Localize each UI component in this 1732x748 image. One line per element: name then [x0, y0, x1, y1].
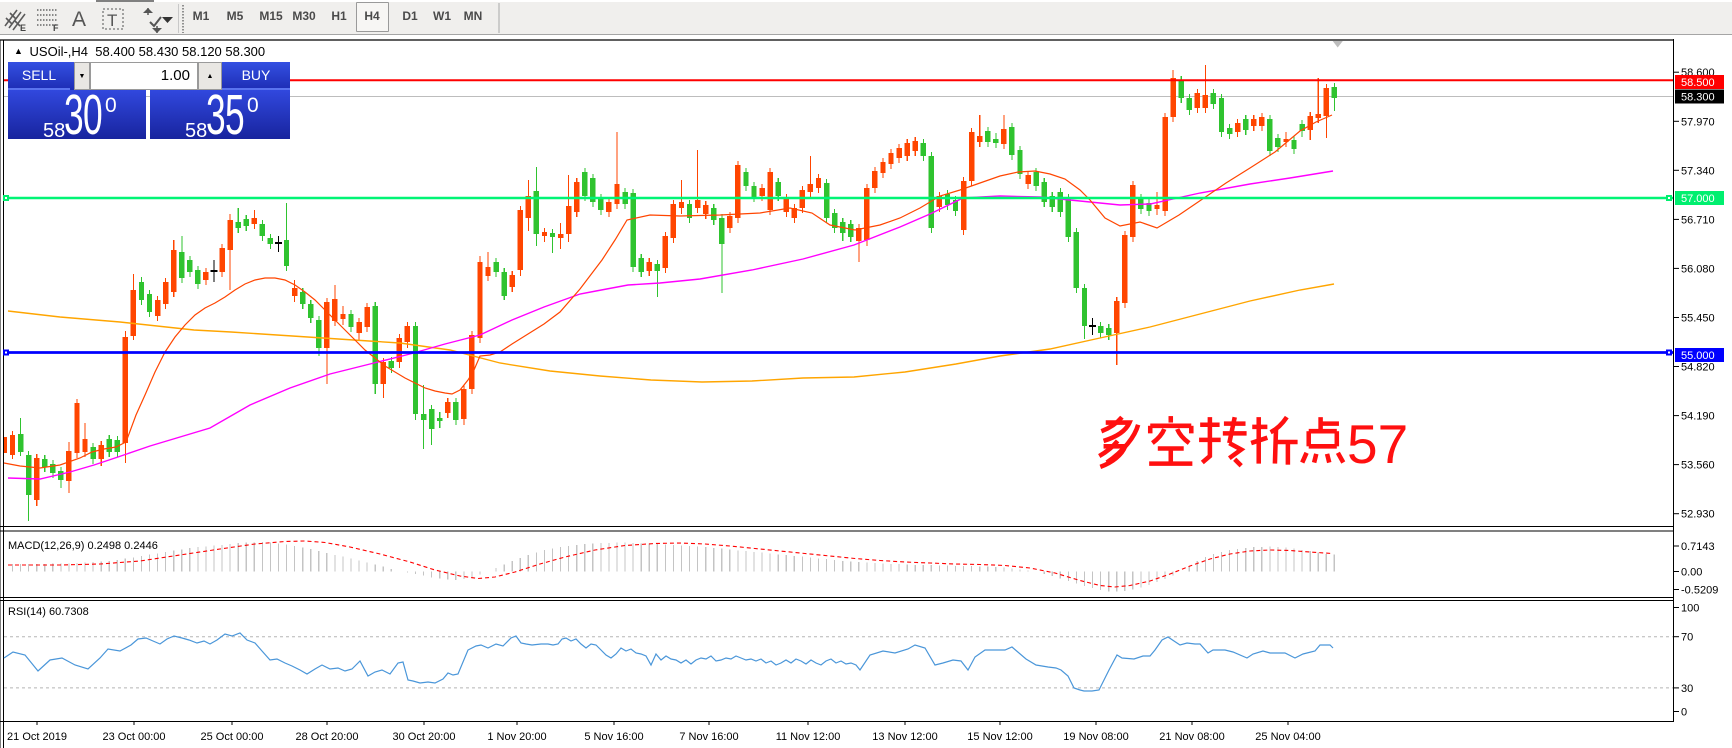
svg-text:MACD(12,26,9) 0.2498 0.2446: MACD(12,26,9) 0.2498 0.2446	[8, 540, 158, 552]
svg-text:E: E	[20, 23, 26, 33]
svg-text:56.710: 56.710	[1681, 214, 1715, 226]
svg-text:54.190: 54.190	[1681, 411, 1715, 423]
svg-text:55.450: 55.450	[1681, 313, 1715, 325]
svg-text:70: 70	[1681, 632, 1693, 644]
svg-text:A: A	[72, 8, 86, 31]
svg-text:25 Nov 04:00: 25 Nov 04:00	[1255, 731, 1320, 743]
svg-text:54.820: 54.820	[1681, 362, 1715, 374]
svg-text:0.7143: 0.7143	[1681, 541, 1715, 553]
svg-text:58.300: 58.300	[1681, 92, 1715, 104]
svg-text:23 Oct 00:00: 23 Oct 00:00	[103, 731, 166, 743]
svg-text:15 Nov 12:00: 15 Nov 12:00	[967, 731, 1032, 743]
svg-text:30: 30	[1681, 683, 1693, 695]
svg-text:30 Oct 20:00: 30 Oct 20:00	[393, 731, 456, 743]
svg-text:F: F	[53, 23, 59, 33]
svg-text:55.000: 55.000	[1681, 350, 1715, 362]
svg-text:0.00: 0.00	[1681, 567, 1702, 579]
svg-text:13 Nov 12:00: 13 Nov 12:00	[872, 731, 937, 743]
svg-text:100: 100	[1681, 603, 1699, 615]
svg-text:57.340: 57.340	[1681, 165, 1715, 177]
svg-text:57.970: 57.970	[1681, 116, 1715, 128]
svg-text:7 Nov 16:00: 7 Nov 16:00	[679, 731, 738, 743]
svg-text:21 Oct 2019: 21 Oct 2019	[7, 731, 67, 743]
svg-text:25 Oct 00:00: 25 Oct 00:00	[201, 731, 264, 743]
svg-text:T: T	[107, 11, 117, 30]
svg-text:28 Oct 20:00: 28 Oct 20:00	[296, 731, 359, 743]
svg-text:57: 57	[1347, 413, 1408, 475]
svg-text:53.560: 53.560	[1681, 460, 1715, 472]
svg-text:21 Nov 08:00: 21 Nov 08:00	[1159, 731, 1224, 743]
svg-text:-0.5209: -0.5209	[1681, 585, 1718, 597]
svg-text:5 Nov 16:00: 5 Nov 16:00	[584, 731, 643, 743]
svg-text:19 Nov 08:00: 19 Nov 08:00	[1063, 731, 1128, 743]
svg-text:11 Nov 12:00: 11 Nov 12:00	[776, 731, 841, 743]
svg-text:56.080: 56.080	[1681, 263, 1715, 275]
svg-text:52.930: 52.930	[1681, 509, 1715, 521]
svg-text:57.000: 57.000	[1681, 193, 1715, 205]
svg-text:0: 0	[1681, 707, 1687, 719]
svg-text:1 Nov 20:00: 1 Nov 20:00	[487, 731, 546, 743]
svg-text:58.500: 58.500	[1681, 77, 1715, 89]
svg-text:RSI(14) 60.7308: RSI(14) 60.7308	[8, 606, 89, 618]
